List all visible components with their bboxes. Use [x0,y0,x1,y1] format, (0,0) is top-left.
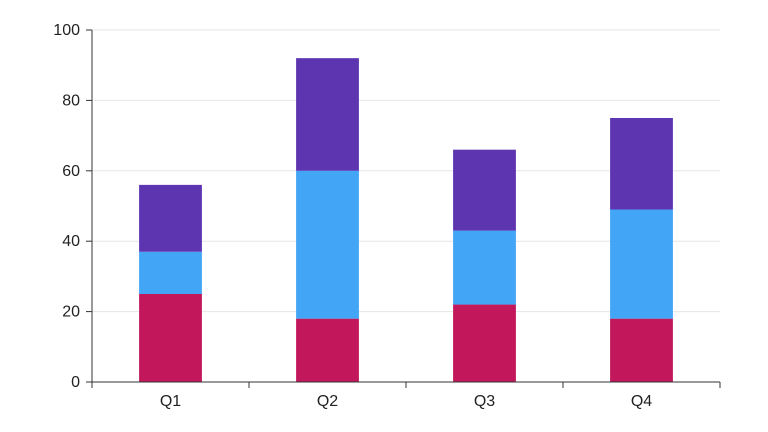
bar-q1-segment-2 [139,251,202,294]
bar-q3-segment-3 [453,149,516,231]
y-tick-label: 80 [62,92,80,109]
x-tick-label-q3: Q3 [474,393,495,410]
bar-q4-segment-3 [610,118,673,210]
y-tick-label: 0 [71,374,80,391]
bar-q4-segment-2 [610,209,673,319]
bar-q3-segment-1 [453,304,516,382]
bar-q4-segment-1 [610,318,673,382]
bar-q2-segment-1 [296,318,359,382]
x-tick-label-q2: Q2 [317,393,338,410]
bar-q1-segment-1 [139,294,202,382]
y-tick-label: 100 [53,22,80,39]
x-tick-label-q1: Q1 [160,393,181,410]
y-tick-label: 60 [62,163,80,180]
axes [86,29,721,388]
y-tick-label: 40 [62,233,80,250]
bar-q3-segment-2 [453,230,516,305]
bar-q1-segment-3 [139,184,202,252]
tick-labels: 0 20 40 60 80 100 Q1 Q2 Q3 Q4 [53,22,652,410]
bar-q2-segment-2 [296,170,359,319]
y-tick-label: 20 [62,304,80,321]
bar-q2-segment-3 [296,58,359,171]
x-tick-label-q4: Q4 [631,393,652,410]
bars [139,58,673,382]
